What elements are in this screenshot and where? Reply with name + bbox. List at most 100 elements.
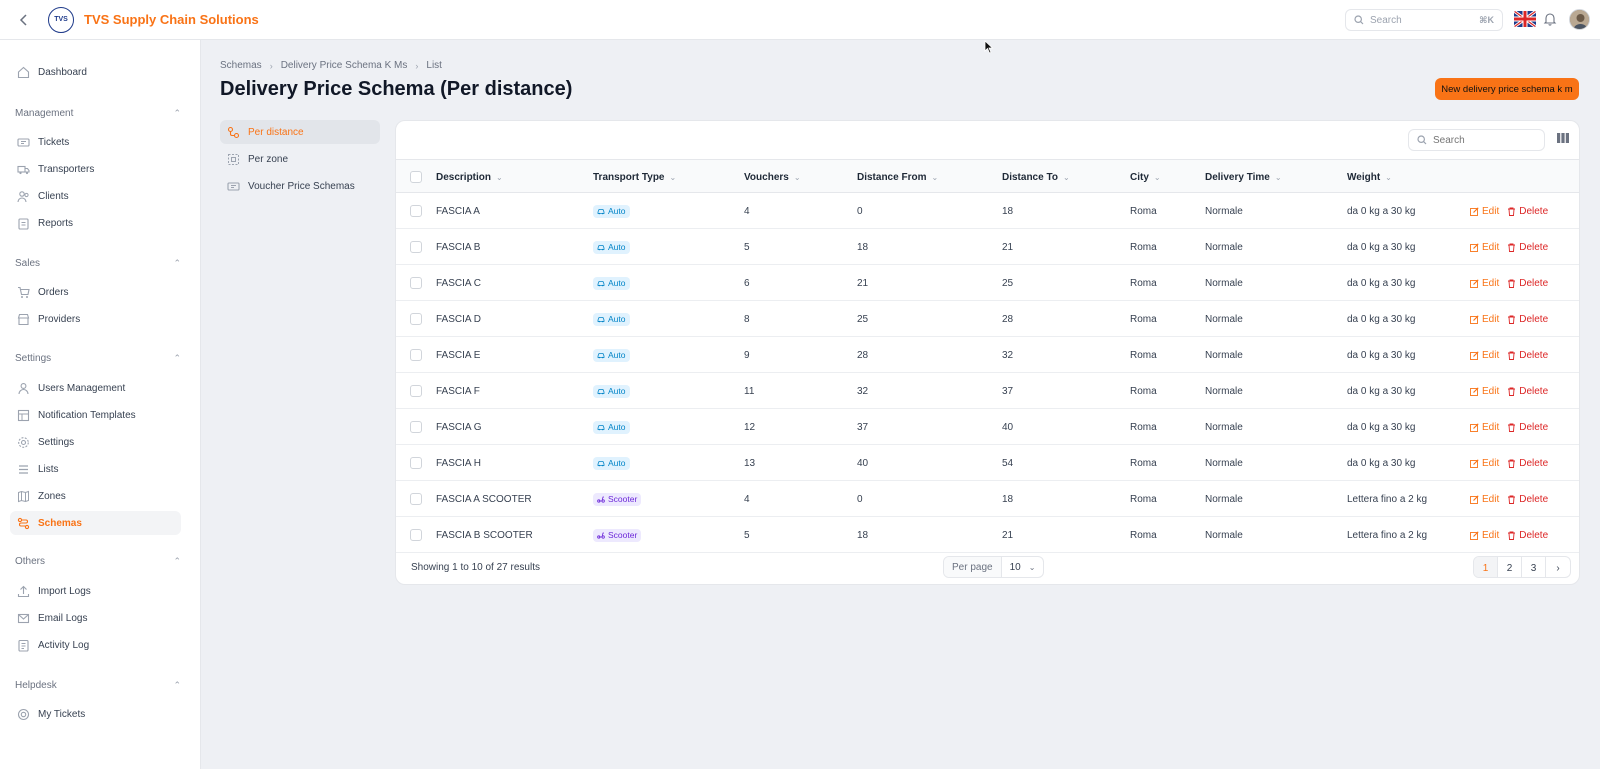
column-header-weight[interactable]: Weight ⌄ xyxy=(1347,160,1392,194)
breadcrumb-item[interactable]: Delivery Price Schema K Ms xyxy=(280,60,408,71)
sidebar-item-import-logs[interactable]: Import Logs xyxy=(10,579,181,603)
uk-flag-icon[interactable] xyxy=(1514,11,1536,27)
chevron-up-icon[interactable]: ⌃ xyxy=(173,680,181,690)
row-checkbox[interactable] xyxy=(410,457,422,469)
chevron-up-icon[interactable]: ⌃ xyxy=(173,353,181,363)
delete-button[interactable]: Delete xyxy=(1507,350,1548,361)
sidebar-item-my-tickets[interactable]: My Tickets xyxy=(10,702,181,726)
edit-button[interactable]: Edit xyxy=(1470,242,1499,253)
sidebar-item-users-management[interactable]: Users Management xyxy=(10,376,181,400)
new-delivery-price-schema-button[interactable]: New delivery price schema k m xyxy=(1435,78,1579,100)
breadcrumb-item[interactable]: Schemas xyxy=(220,60,262,71)
sidebar-item-settings[interactable]: Settings xyxy=(10,430,181,454)
sidebar-group-sales[interactable]: Sales ⌃ xyxy=(15,258,181,269)
sidebar-item-clients[interactable]: Clients xyxy=(10,184,181,208)
column-header-transport-type[interactable]: Transport Type ⌄ xyxy=(593,160,676,194)
row-checkbox[interactable] xyxy=(410,205,422,217)
row-checkbox[interactable] xyxy=(410,313,422,325)
table-row[interactable]: FASCIA F Auto 11 32 37 Roma Normale da 0 kg a 3… xyxy=(396,373,1579,409)
sidebar-item-email-logs[interactable]: Email Logs xyxy=(10,606,181,630)
row-checkbox[interactable] xyxy=(410,493,422,505)
column-header-vouchers[interactable]: Vouchers ⌄ xyxy=(744,160,801,194)
table-row[interactable]: FASCIA H Auto 13 40 54 Roma Normale da 0 kg a 3… xyxy=(396,445,1579,481)
edit-button[interactable]: Edit xyxy=(1470,494,1499,505)
row-checkbox[interactable] xyxy=(410,349,422,361)
page-button-1[interactable]: 1 xyxy=(1474,557,1498,577)
table-row[interactable]: FASCIA A Auto 4 0 18 Roma Normale da 0 kg a 30 … xyxy=(396,193,1579,229)
sidebar-group-settings[interactable]: Settings ⌃ xyxy=(15,353,181,364)
back-arrow-icon[interactable] xyxy=(16,12,32,28)
column-header-city[interactable]: City ⌄ xyxy=(1130,160,1161,194)
per-page-select[interactable]: Per page 10 ⌄ xyxy=(943,556,1045,578)
sidebar-item-transporters[interactable]: Transporters xyxy=(10,157,181,181)
edit-button[interactable]: Edit xyxy=(1470,458,1499,469)
sidebar-group-others[interactable]: Others ⌃ xyxy=(15,556,181,567)
table-row[interactable]: FASCIA C Auto 6 21 25 Roma Normale da 0 kg a 30… xyxy=(396,265,1579,301)
sidebar-item-reports[interactable]: Reports xyxy=(10,211,181,235)
delete-button[interactable]: Delete xyxy=(1507,206,1548,217)
per-page-value[interactable]: 10 ⌄ xyxy=(1002,562,1044,573)
subnav-per-distance[interactable]: Per distance xyxy=(220,120,380,144)
page-button-2[interactable]: 2 xyxy=(1498,557,1522,577)
delete-button[interactable]: Delete xyxy=(1507,278,1548,289)
sidebar-group-management[interactable]: Management ⌃ xyxy=(15,108,181,119)
delete-button[interactable]: Delete xyxy=(1507,458,1548,469)
table-row[interactable]: FASCIA B SCOOTER Scooter 5 18 21 Roma Normale L… xyxy=(396,517,1579,553)
delete-button[interactable]: Delete xyxy=(1507,314,1548,325)
sidebar-item-zones[interactable]: Zones xyxy=(10,484,181,508)
sidebar-item-providers[interactable]: Providers xyxy=(10,307,181,331)
global-search-input[interactable]: Search ⌘K xyxy=(1345,9,1503,31)
subnav-per-zone[interactable]: Per zone xyxy=(220,147,380,171)
edit-button[interactable]: Edit xyxy=(1470,530,1499,541)
table-row[interactable]: FASCIA G Auto 12 37 40 Roma Normale da 0 kg a 3… xyxy=(396,409,1579,445)
sidebar-item-notification-templates[interactable]: Notification Templates xyxy=(10,403,181,427)
sidebar-item-orders[interactable]: Orders xyxy=(10,280,181,304)
user-avatar[interactable] xyxy=(1569,9,1590,30)
delete-button[interactable]: Delete xyxy=(1507,242,1548,253)
sidebar-item-activity-log[interactable]: Activity Log xyxy=(10,633,181,657)
select-all-checkbox[interactable] xyxy=(410,171,422,183)
columns-toggle-icon[interactable] xyxy=(1556,131,1572,147)
sidebar-item-tickets[interactable]: Tickets xyxy=(10,130,181,154)
delete-button[interactable]: Delete xyxy=(1507,422,1548,433)
chevron-up-icon[interactable]: ⌃ xyxy=(173,556,181,566)
results-summary: Showing 1 to 10 of 27 results xyxy=(411,562,540,573)
delete-button[interactable]: Delete xyxy=(1507,494,1548,505)
subnav-voucher-price-schemas[interactable]: Voucher Price Schemas xyxy=(220,174,380,198)
delete-button[interactable]: Delete xyxy=(1507,386,1548,397)
sidebar-item-lists[interactable]: Lists xyxy=(10,457,181,481)
table-row[interactable]: FASCIA D Auto 8 25 28 Roma Normale da 0 kg a 30… xyxy=(396,301,1579,337)
row-checkbox[interactable] xyxy=(410,241,422,253)
edit-button[interactable]: Edit xyxy=(1470,422,1499,433)
column-header-delivery-time[interactable]: Delivery Time ⌄ xyxy=(1205,160,1282,194)
column-header-distance-to[interactable]: Distance To ⌄ xyxy=(1002,160,1070,194)
row-checkbox[interactable] xyxy=(410,421,422,433)
brand-name[interactable]: TVS Supply Chain Solutions xyxy=(84,12,259,27)
table-row[interactable]: FASCIA B Auto 5 18 21 Roma Normale da 0 kg a 30… xyxy=(396,229,1579,265)
edit-button[interactable]: Edit xyxy=(1470,350,1499,361)
edit-button[interactable]: Edit xyxy=(1470,314,1499,325)
row-checkbox[interactable] xyxy=(410,277,422,289)
company-logo[interactable]: TVS xyxy=(48,6,74,33)
next-page-chevron-icon[interactable]: › xyxy=(1556,562,1560,574)
sidebar-group-helpdesk[interactable]: Helpdesk ⌃ xyxy=(15,680,181,691)
table-row[interactable]: FASCIA A SCOOTER Scooter 4 0 18 Roma Normale Le… xyxy=(396,481,1579,517)
edit-button[interactable]: Edit xyxy=(1470,386,1499,397)
delete-button[interactable]: Delete xyxy=(1507,530,1548,541)
page-button-3[interactable]: 3 xyxy=(1522,557,1546,577)
edit-button[interactable]: Edit xyxy=(1470,278,1499,289)
column-header-distance-from[interactable]: Distance From ⌄ xyxy=(857,160,938,194)
chevron-up-icon[interactable]: ⌃ xyxy=(173,258,181,268)
chevron-up-icon[interactable]: ⌃ xyxy=(173,108,181,118)
column-header-description[interactable]: Description ⌄ xyxy=(436,160,503,194)
row-checkbox[interactable] xyxy=(410,529,422,541)
table-search-input[interactable] xyxy=(1433,134,1533,146)
edit-button[interactable]: Edit xyxy=(1470,206,1499,217)
sidebar-item-schemas[interactable]: Schemas xyxy=(10,511,181,535)
row-checkbox[interactable] xyxy=(410,385,422,397)
table-search-field[interactable] xyxy=(1408,129,1545,151)
delete-label: Delete xyxy=(1519,385,1549,397)
notification-bell-icon[interactable] xyxy=(1543,12,1557,26)
sidebar-item-dashboard[interactable]: Dashboard xyxy=(10,60,181,84)
table-row[interactable]: FASCIA E Auto 9 28 32 Roma Normale da 0 kg a 30… xyxy=(396,337,1579,373)
